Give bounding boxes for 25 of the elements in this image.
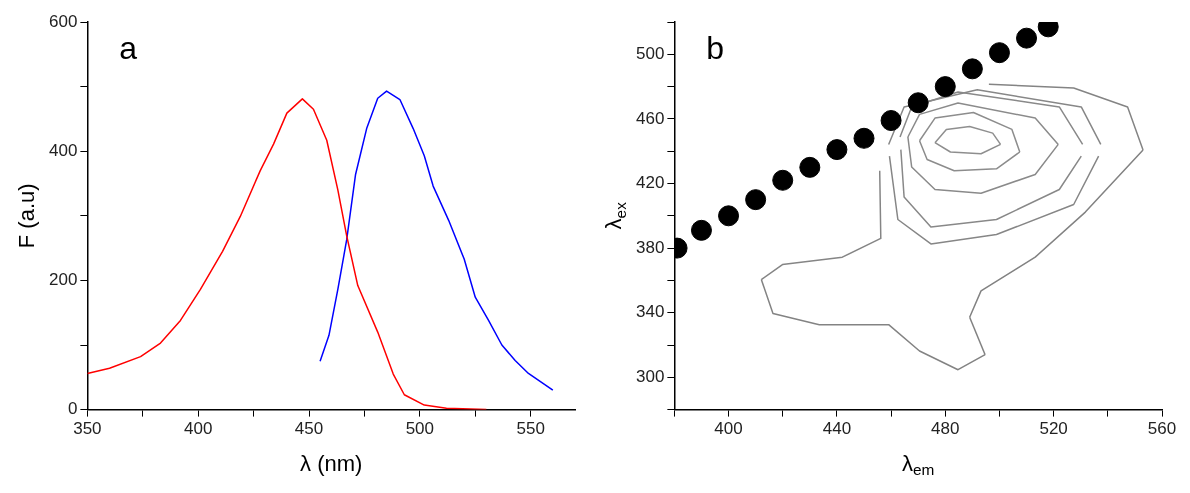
y-tick-label: 400: [48, 140, 78, 160]
y-tick-label: 0: [67, 399, 78, 419]
y-tick-label: 420: [635, 173, 665, 193]
annotation: b: [706, 29, 725, 66]
y-tick-label: 500: [635, 43, 665, 63]
annotation: a: [119, 29, 138, 66]
x-tick-label: 550: [516, 419, 545, 439]
y-tick-label: 380: [635, 237, 665, 257]
y-tick-label: 200: [48, 270, 78, 290]
y-axis-title: F (a.u): [14, 183, 40, 249]
y-tick-label: 600: [48, 11, 78, 31]
y-axis-title: λex: [601, 201, 629, 230]
y-tick-label: 460: [635, 108, 665, 128]
x-axis-title: λ (nm): [300, 450, 363, 476]
x-tick-label: 350: [73, 419, 102, 439]
x-tick-label: 480: [931, 419, 960, 439]
x-tick-label: 400: [714, 419, 743, 439]
x-tick-label: 400: [184, 419, 213, 439]
x-tick-label: 560: [1147, 419, 1177, 439]
y-tick-label: 300: [635, 366, 665, 386]
y-tick-label: 340: [635, 302, 665, 322]
x-tick-label: 500: [405, 419, 435, 439]
x-tick-label: 520: [1039, 419, 1068, 439]
x-tick-label: 450: [294, 419, 324, 439]
x-tick-label: 440: [822, 419, 852, 439]
